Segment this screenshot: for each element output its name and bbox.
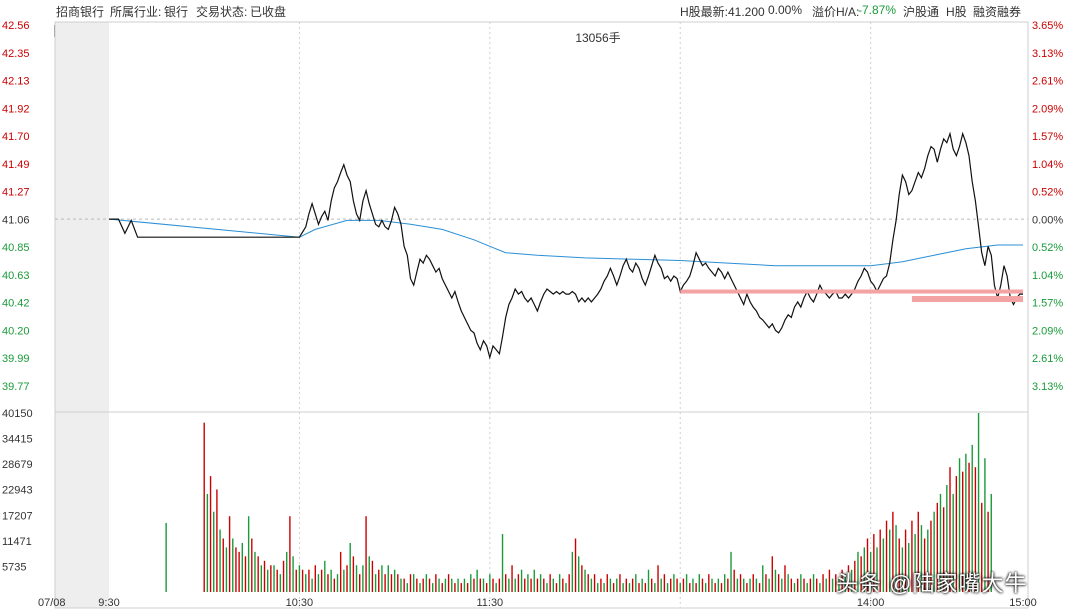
price-line	[109, 131, 1023, 360]
info-header: 招商银行 所属行业: 银行 交易状态: 已收盘 H股最新:41.200 0.00…	[0, 0, 1080, 22]
price-tick-label: 41.06	[2, 214, 30, 226]
percent-tick-label: 1.57%	[1032, 298, 1063, 310]
watermark: 头条 @陆家嘴大牛	[836, 571, 1028, 596]
percent-tick-label: 3.65%	[1032, 20, 1063, 32]
price-tick-label: 41.70	[2, 131, 30, 143]
volume-bars	[165, 413, 992, 592]
price-tick-label: 40.42	[2, 298, 30, 310]
hshare-latest: H股最新:41.200	[680, 5, 765, 19]
volume-tick-label: 40150	[2, 408, 33, 420]
price-tick-label: 41.27	[2, 187, 30, 199]
volume-label: 13056手	[575, 31, 620, 45]
volume-tick-label: 5735	[2, 561, 26, 573]
date-label: 07/08	[38, 597, 66, 609]
volume-axis: 40150 34415 28679 22943 17207 11471 5735	[2, 408, 33, 573]
percent-tick-label: 0.52%	[1032, 242, 1063, 254]
percent-tick-label: 1.57%	[1032, 131, 1063, 143]
order-band	[680, 289, 1023, 294]
volume-tick-label: 17207	[2, 510, 33, 522]
margin-link[interactable]: 融资融券	[973, 5, 1022, 19]
industry-label: 所属行业:	[110, 5, 162, 19]
status-label: 交易状态:	[196, 5, 248, 19]
percent-tick-label: 1.04%	[1032, 270, 1063, 282]
percent-tick-label: 3.13%	[1032, 48, 1063, 60]
status-value: 已收盘	[250, 5, 287, 19]
time-tick-label: 9:30	[98, 597, 119, 609]
order-band-2	[911, 296, 1023, 303]
hshare-pct: 0.00%	[768, 3, 803, 17]
stock-name: 招商银行	[56, 5, 105, 19]
volume-tick-label: 28679	[2, 459, 33, 471]
price-tick-label: 40.63	[2, 270, 30, 282]
price-tick-label: 42.13	[2, 76, 30, 88]
percent-tick-label: 2.61%	[1032, 76, 1063, 88]
percent-tick-label: 2.09%	[1032, 325, 1063, 337]
price-tick-label: 40.85	[2, 242, 30, 254]
percent-axis: 3.65% 3.13% 2.61% 2.09% 1.57% 1.04% 0.52% 0.00%…	[1032, 20, 1063, 393]
volume-tick-label: 34415	[2, 434, 33, 446]
time-tick-label: 10:30	[286, 597, 314, 609]
price-tick-label: 41.49	[2, 159, 30, 171]
time-axis: 07/08 9:30 10:30 11:30 14:00 15:00	[38, 597, 1037, 609]
hshare-link[interactable]: H股	[946, 5, 967, 19]
percent-tick-label: 3.13%	[1032, 381, 1063, 393]
percent-tick-label: 0.52%	[1032, 187, 1063, 199]
industry-value: 银行	[164, 5, 189, 19]
percent-tick-label: 1.04%	[1032, 159, 1063, 171]
premium-value: -7.87%	[858, 3, 897, 17]
time-tick-label: 15:00	[1009, 597, 1037, 609]
price-axis: 42.56 42.35 42.13 41.92 41.70 41.49 41.27 41.06…	[2, 20, 30, 393]
volume-tick-label: 11471	[2, 536, 32, 548]
price-tick-label: 41.92	[2, 103, 30, 115]
time-tick-label: 11:30	[476, 597, 503, 609]
percent-tick-label: 2.09%	[1032, 103, 1063, 115]
premium-label: 溢价H/A:	[812, 5, 860, 19]
preopen-shade	[55, 22, 109, 608]
percent-tick-label: 2.61%	[1032, 353, 1063, 365]
avg-price-line	[108, 218, 1023, 267]
price-tick-label: 40.20	[2, 325, 30, 337]
grid	[54, 21, 1029, 609]
price-tick-label: 39.99	[2, 353, 30, 365]
plot-frame	[54, 21, 1029, 609]
hsgt-link[interactable]: 沪股通	[903, 5, 940, 19]
volume-tick-label: 22943	[2, 485, 33, 497]
percent-tick-label: 0.00%	[1032, 214, 1063, 226]
price-tick-label: 39.77	[2, 381, 30, 393]
price-tick-label: 42.56	[2, 20, 30, 32]
time-tick-label: 14:00	[857, 597, 885, 609]
price-tick-label: 42.35	[2, 48, 30, 60]
